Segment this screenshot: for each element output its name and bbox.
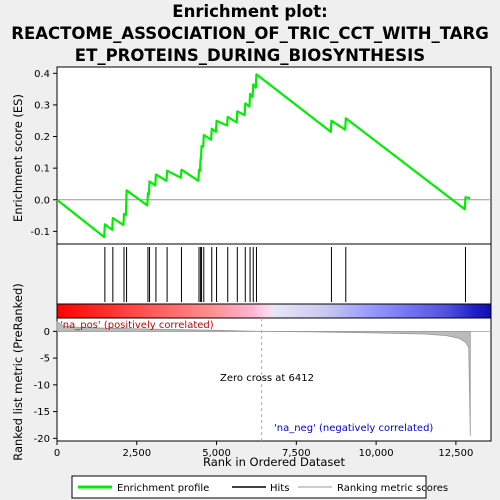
na-pos-label: 'na_pos' (positively correlated) <box>60 320 214 331</box>
na-neg-label: 'na_neg' (negatively correlated) <box>274 423 433 434</box>
metric-y-tick-label: 0 <box>44 327 50 338</box>
metric-panel <box>56 317 492 442</box>
ranking-gradient-fill <box>56 303 492 319</box>
es-y-tick-label: 0.2 <box>34 132 50 143</box>
es-y-tick-label: 0.3 <box>34 100 50 111</box>
metric-y-tick-label: -20 <box>34 434 50 445</box>
legend-enrichment-label: Enrichment profile <box>117 483 209 494</box>
x-tick-label: 0 <box>54 448 60 459</box>
x-tick-label: 12,500 <box>438 448 473 459</box>
es-y-axis-label: Enrichment score (ES) <box>11 94 25 222</box>
metric-y-tick-label: -5 <box>40 354 50 365</box>
legend-metric-label: Ranking metric scores <box>337 483 448 494</box>
chart-title-line-3: ET_PROTEINS_DURING_BIOSYNTHESIS <box>75 46 425 65</box>
x-tick-label: 10,000 <box>359 448 394 459</box>
hits-panel <box>56 243 492 305</box>
metric-y-tick-label: -10 <box>34 380 50 391</box>
x-axis-label: Rank in Ordered Dataset <box>203 455 346 469</box>
es-curve <box>56 73 471 239</box>
es-panel <box>56 66 492 245</box>
es-y-tick-label: 0.4 <box>34 69 50 80</box>
metric-y-tick-label: -15 <box>34 407 50 418</box>
es-y-tick-label: -0.1 <box>30 227 50 238</box>
ranking-gradient-bar <box>56 303 492 319</box>
es-y-tick-label: 0.0 <box>34 195 50 206</box>
ranking-metric-area <box>56 320 471 436</box>
chart-title-line-2: REACTOME_ASSOCIATION_OF_TRIC_CCT_WITH_TA… <box>11 24 489 43</box>
x-tick-label: 2,500 <box>122 448 151 459</box>
legend-hits-label: Hits <box>270 483 289 494</box>
chart-title-line-1: Enrichment plot: <box>172 2 327 21</box>
x-tick-label: 7,500 <box>282 448 311 459</box>
x-tick-label: 5,000 <box>202 448 231 459</box>
es-y-tick-label: 0.1 <box>34 164 50 175</box>
metric-y-axis-label: Ranked list metric (PreRanked) <box>11 283 25 461</box>
zero-cross-label: Zero cross at 6412 <box>220 373 314 384</box>
